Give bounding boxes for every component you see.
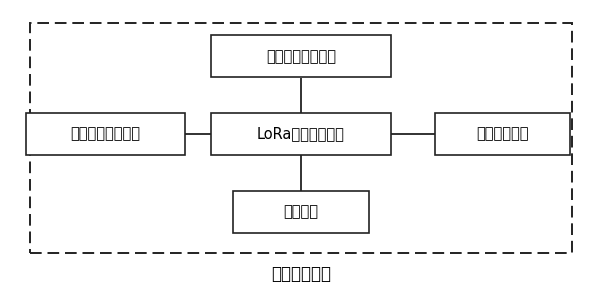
Text: 取电模块: 取电模块	[284, 204, 318, 219]
Text: 参数输入控制模块: 参数输入控制模块	[266, 49, 336, 64]
Text: 数据采集装置: 数据采集装置	[271, 265, 331, 283]
Bar	[211, 113, 391, 155]
Bar	[25, 113, 185, 155]
Bar	[30, 23, 572, 253]
Text: 数据采集接口模块: 数据采集接口模块	[70, 126, 140, 141]
Bar	[211, 35, 391, 77]
Text: 数据收发模块: 数据收发模块	[476, 126, 529, 141]
Bar	[435, 113, 571, 155]
Text: LoRa终端主控模块: LoRa终端主控模块	[257, 126, 345, 141]
Bar	[234, 191, 368, 233]
